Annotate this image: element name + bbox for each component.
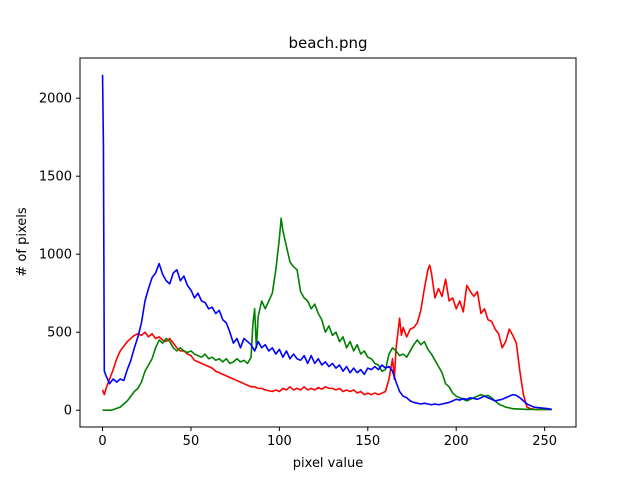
chart-title: beach.png <box>288 34 367 52</box>
x-tick-label: 50 <box>183 434 200 449</box>
x-tick-label: 0 <box>98 434 106 449</box>
blue-channel-line <box>101 74 552 411</box>
green-channel-line <box>102 217 552 412</box>
x-tick-label: 150 <box>355 434 380 449</box>
plot-frame <box>79 57 577 428</box>
y-tick-label: 1500 <box>39 170 72 185</box>
x-tick-label: 250 <box>532 434 557 449</box>
y-tick-label: 0 <box>64 404 72 419</box>
x-tick-label: 200 <box>444 434 469 449</box>
x-axis-label: pixel value <box>293 456 363 471</box>
y-axis-ticks: 0 500 1000 1500 2000 <box>39 92 80 419</box>
red-channel-line <box>101 264 552 411</box>
x-axis-ticks: 0 50 100 150 200 250 <box>98 427 557 449</box>
y-tick-label: 1000 <box>39 248 72 263</box>
series-layer <box>101 74 552 412</box>
y-tick-label: 500 <box>47 326 72 341</box>
x-tick-label: 100 <box>267 434 292 449</box>
y-tick-label: 2000 <box>39 92 72 107</box>
y-axis-label: # of pixels <box>15 207 30 276</box>
